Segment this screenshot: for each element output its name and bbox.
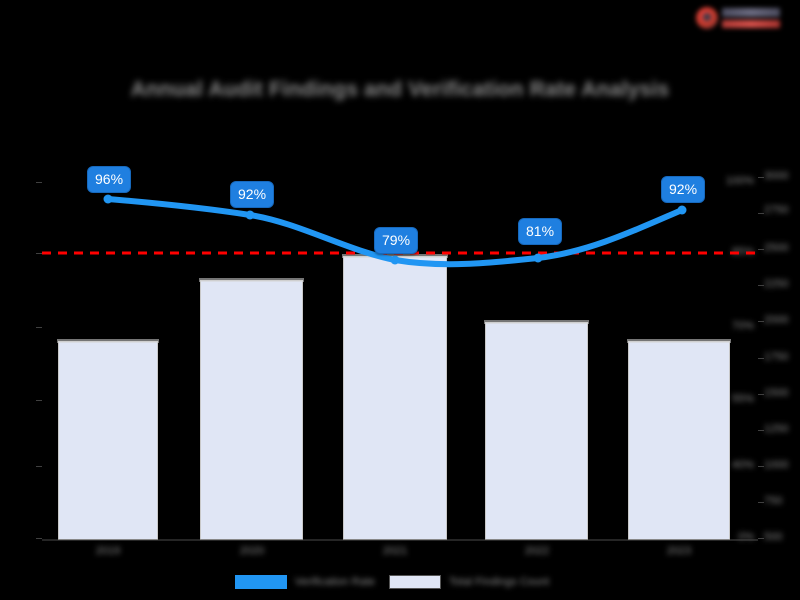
data-label-4: 92% (661, 176, 706, 203)
y-right-tick-1: 2750 (764, 204, 789, 216)
logo-text-line1 (722, 8, 780, 17)
legend-swatch-bar-icon (388, 575, 441, 589)
legend-item-line[interactable]: Verification Rate (234, 575, 389, 589)
y-right-tickmark-3 (758, 285, 764, 286)
y-right-tickmark-9 (758, 502, 764, 503)
x-axis-label-0: 2019 (95, 545, 121, 557)
y-left-tick-2: 70% (731, 320, 754, 332)
y-left-tickmark-1 (36, 253, 42, 254)
logo-mark-icon (696, 7, 718, 29)
legend-label-bar: Total Findings Count (448, 576, 550, 588)
y-right-tickmark-2 (758, 249, 764, 250)
y-right-tick-3: 2250 (764, 278, 789, 290)
chart-title: Annual Audit Findings and Verification R… (0, 78, 800, 102)
line-marker-0[interactable] (103, 194, 113, 204)
data-label-3: 81% (518, 218, 563, 245)
y-left-tick-3: 55% (731, 393, 754, 405)
company-logo (692, 4, 784, 34)
y-right-tickmark-7 (758, 430, 764, 431)
y-left-tickmark-4 (36, 466, 42, 467)
line-marker-1[interactable] (245, 210, 255, 220)
y-right-tick-5: 1750 (764, 351, 789, 363)
y-right-tick-0: 3000 (764, 170, 789, 182)
y-right-tick-4: 2000 (764, 314, 789, 326)
y-right-tick-10: 500 (764, 531, 783, 543)
legend-label-line: Verification Rate (294, 576, 375, 588)
y-right-tickmark-8 (758, 466, 764, 467)
y-right-tickmark-1 (758, 213, 764, 214)
y-left-tick-4: 40% (731, 459, 754, 471)
y-right-tick-8: 1000 (764, 459, 789, 471)
legend-item-bar[interactable]: Total Findings Count (388, 575, 563, 589)
line-marker-4[interactable] (677, 205, 687, 215)
y-left-tick-1: 85% (731, 246, 754, 258)
y-right-tick-7: 1250 (764, 423, 789, 435)
bar-0[interactable] (57, 339, 159, 540)
logo-text-line2 (722, 20, 780, 28)
x-axis-label-4: 2023 (666, 545, 692, 557)
data-label-1: 92% (230, 181, 275, 208)
y-right-tickmark-5 (758, 358, 764, 359)
bar-4[interactable] (627, 339, 731, 540)
y-right-tickmark-6 (758, 394, 764, 395)
y-right-tickmark-0 (758, 177, 764, 178)
y-left-tickmark-3 (36, 400, 42, 401)
line-marker-2[interactable] (390, 255, 400, 265)
x-axis-label-1: 2020 (239, 545, 265, 557)
bar-3[interactable] (484, 320, 589, 540)
x-axis-label-2: 2021 (382, 545, 408, 557)
y-left-tick-0: 100% (725, 175, 754, 187)
y-left-tickmark-5 (36, 538, 42, 539)
line-marker-3[interactable] (533, 253, 543, 263)
data-label-2: 79% (374, 227, 419, 254)
y-right-tick-9: 750 (764, 495, 783, 507)
y-left-tickmark-0 (36, 182, 42, 183)
y-right-tick-2: 2500 (764, 242, 789, 254)
chart-title-text: Annual Audit Findings and Verification R… (130, 78, 670, 101)
y-right-tickmark-4 (758, 321, 764, 322)
x-axis-label-3: 2022 (524, 545, 550, 557)
y-right-tickmark-10 (758, 538, 764, 539)
chart-legend: Verification Rate Total Findings Count (208, 571, 590, 593)
y-right-tick-6: 1500 (764, 387, 789, 399)
y-left-tickmark-2 (36, 327, 42, 328)
legend-swatch-line-icon (234, 575, 287, 589)
data-label-0: 96% (87, 166, 132, 193)
